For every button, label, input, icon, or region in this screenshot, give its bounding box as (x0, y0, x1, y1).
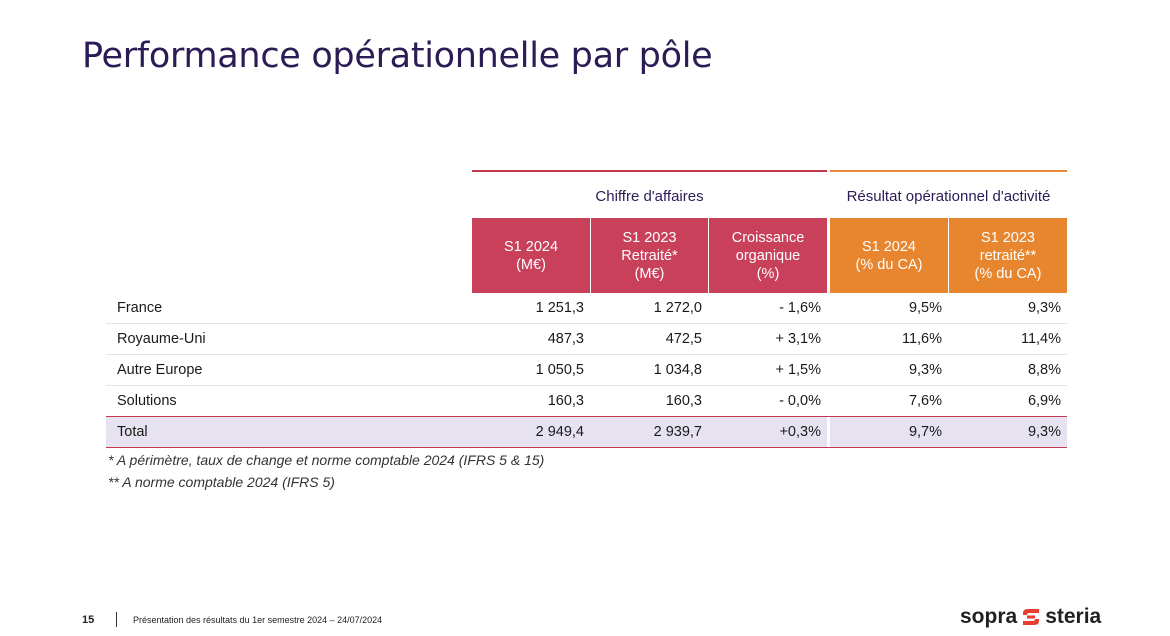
cell-value: + 3,1% (775, 331, 821, 347)
row-label: Total (117, 424, 148, 440)
footer-text: Présentation des résultats du 1er semest… (133, 615, 383, 625)
column-header-s1-2023-roa: S1 2023 retraité** (% du CA) (949, 218, 1067, 293)
cell-value: 9,3% (1027, 424, 1061, 440)
column-header-s1-2023-ca: S1 2023 Retraité* (M€) (591, 218, 708, 293)
table-row: Royaume-Uni 487,3 472,5 + 3,1% 11,6% 11,… (106, 324, 1067, 355)
cell-value: 487,3 (547, 331, 584, 347)
cell-value: 9,5% (908, 300, 942, 316)
row-label: Royaume-Uni (117, 331, 206, 347)
column-header-s1-2024-ca: S1 2024 (M€) (472, 218, 590, 293)
cell-value: 1 272,0 (653, 300, 702, 316)
footnote: ** A norme comptable 2024 (IFRS 5) (108, 474, 335, 490)
footnote: * A périmètre, taux de change et norme c… (108, 452, 545, 468)
cell-value: 11,6% (901, 331, 942, 347)
cell-value: 1 251,3 (535, 300, 584, 316)
cell-value: 2 939,7 (653, 424, 702, 440)
logo-mark-icon (1023, 609, 1040, 625)
column-separator (827, 417, 830, 447)
cell-value: 9,7% (908, 424, 942, 440)
sopra-steria-logo: sopra steria (960, 603, 1101, 631)
table-row-total: Total 2 949,4 2 939,7 +0,3% 9,7% 9,3% (106, 416, 1067, 448)
cell-value: 2 949,4 (535, 424, 584, 440)
table-row: France 1 251,3 1 272,0 - 1,6% 9,5% 9,3% (106, 293, 1067, 324)
table-row: Solutions 160,3 160,3 - 0,0% 7,6% 6,9% (106, 386, 1067, 417)
column-header-s1-2024-roa: S1 2024 (% du CA) (830, 218, 948, 293)
cell-value: 472,5 (665, 331, 702, 347)
cell-value: 160,3 (665, 393, 702, 409)
cell-value: - 1,6% (779, 300, 821, 316)
group-header-chiffre-affaires: Chiffre d'affaires (472, 170, 827, 220)
cell-value: 11,4% (1020, 331, 1061, 347)
logo-text-right: steria (1045, 605, 1102, 628)
cell-value: 8,8% (1027, 362, 1061, 378)
cell-value: 160,3 (547, 393, 584, 409)
table-row: Autre Europe 1 050,5 1 034,8 + 1,5% 9,3%… (106, 355, 1067, 386)
footer-divider (116, 612, 117, 627)
column-header-croissance: Croissance organique (%) (709, 218, 827, 293)
cell-value: + 1,5% (775, 362, 821, 378)
logo-text-left: sopra (960, 605, 1018, 628)
cell-value: 6,9% (1027, 393, 1061, 409)
cell-value: 9,3% (1027, 300, 1061, 316)
cell-value: 9,3% (908, 362, 942, 378)
cell-value: - 0,0% (779, 393, 821, 409)
group-header-resultat-operationnel: Résultat opérationnel d'activité (830, 170, 1067, 220)
cell-value: +0,3% (779, 424, 821, 440)
row-label: France (117, 300, 163, 316)
page-number: 15 (82, 614, 95, 626)
cell-value: 1 034,8 (653, 362, 702, 378)
row-label: Autre Europe (117, 362, 203, 378)
cell-value: 1 050,5 (535, 362, 584, 378)
cell-value: 7,6% (908, 393, 942, 409)
page-title: Performance opérationnelle par pôle (82, 36, 713, 76)
row-label: Solutions (117, 393, 177, 409)
